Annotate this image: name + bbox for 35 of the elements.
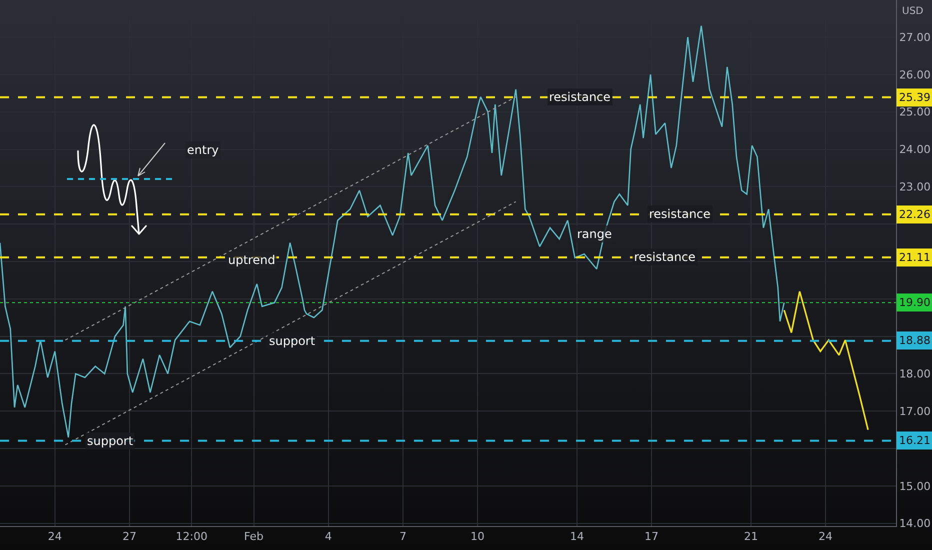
x-tick-label: 17	[644, 530, 659, 544]
annotation: support	[269, 334, 316, 348]
annotation: entry	[187, 143, 219, 157]
y-tick-label: 15.00	[899, 480, 931, 493]
y-tick-label: 17.00	[899, 405, 931, 418]
y-tick-label: 14.00	[899, 517, 931, 530]
x-tick-label: Feb	[244, 530, 264, 544]
ref-line-label: 25.39	[899, 91, 930, 104]
y-tick-label: 24.00	[899, 143, 931, 156]
ref-line-label: 18.88	[899, 334, 930, 347]
annotation: range	[577, 227, 612, 241]
y-tick-label: 23.00	[899, 180, 931, 194]
x-tick-label: 10	[470, 530, 485, 544]
ref-line-label: 21.11	[899, 251, 930, 264]
y-axis-title: USD	[902, 6, 924, 17]
x-tick-label: 24	[818, 530, 833, 544]
x-tick-label: 14	[570, 530, 584, 544]
y-tick-label: 26.00	[899, 68, 931, 82]
y-tick-label: 18.00	[899, 368, 931, 381]
x-tick-label: 24	[48, 530, 62, 544]
ref-line-label: 19.90	[899, 296, 930, 309]
ref-line-label: 16.21	[899, 434, 930, 447]
x-tick-label: 27	[122, 530, 136, 544]
annotation: resistance	[549, 90, 611, 104]
annotation: resistance	[649, 207, 711, 221]
x-tick-label: 12:00	[176, 530, 208, 544]
x-tick-label: 21	[744, 530, 758, 544]
annotation: uptrend	[228, 253, 276, 267]
annotation: support	[87, 434, 134, 448]
x-tick-label: 7	[399, 530, 406, 544]
y-tick-label: 27.00	[899, 30, 931, 44]
y-tick-label: 25.00	[899, 106, 931, 119]
ref-line-label: 22.26	[899, 208, 930, 221]
annotation: resistance	[634, 250, 696, 264]
x-tick-label: 4	[324, 530, 332, 544]
